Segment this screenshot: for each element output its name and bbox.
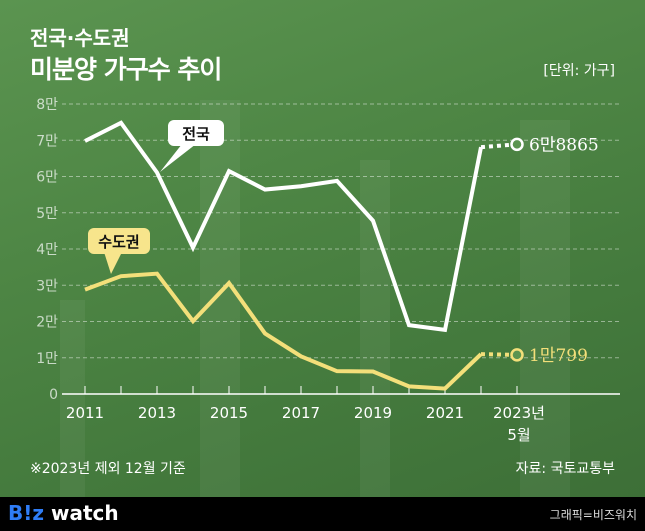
chart-title-line2: 미분양 가구수 추이: [30, 55, 222, 84]
x-tick-label: 2013: [138, 404, 176, 422]
bizwatch-logo: B!z watch: [8, 501, 119, 525]
series-dashed-segment-1: [480, 352, 518, 357]
y-tick-label: 2만: [36, 315, 58, 331]
y-tick-label: 4만: [36, 242, 58, 258]
line-chart: 0 1만 2만 3만 4만 5만 6만 7만 8만 2011 2013 2015 2017 2019 202…: [36, 97, 599, 444]
x-tick-label: 2017: [282, 404, 320, 422]
y-tick-label: 1만: [36, 351, 58, 367]
unit-label: [단위: 가구]: [543, 63, 615, 79]
x-tick-label: 5월: [507, 426, 530, 444]
end-value-label: 1만799: [529, 346, 588, 366]
source-label: 자료: 국토교통부: [515, 461, 615, 477]
y-tick-label: 5만: [36, 206, 58, 222]
footnote: ※2023년 제외 12월 기준: [30, 461, 186, 477]
end-value-label: 6만8865: [529, 135, 599, 155]
series-dashed-segment-0: [480, 142, 518, 150]
x-tick-label: 2019: [354, 404, 392, 422]
x-tick-label: 2023년: [493, 404, 545, 422]
graphic-credit: 그래픽=비즈워치: [549, 508, 637, 522]
capital-callout-label: 수도권: [98, 233, 139, 251]
capital-callout-pointer: [104, 252, 122, 274]
data-point: [510, 348, 524, 362]
x-tick-label: 2015: [210, 404, 248, 422]
x-tick-label: 2011: [66, 404, 104, 422]
data-point: [510, 137, 524, 152]
y-tick-label: 8만: [36, 97, 58, 113]
national-callout-box: [168, 120, 224, 146]
y-tick-label: 3만: [36, 278, 58, 294]
y-tick-label: 6만: [36, 170, 58, 186]
y-tick-label: 7만: [36, 133, 58, 149]
chart-title-line1: 전국·수도권: [30, 26, 130, 50]
national-callout-label: 전국: [182, 125, 210, 143]
capital-callout-box: [88, 228, 150, 254]
series-line-0: [84, 120, 483, 333]
national-callout-pointer: [160, 144, 196, 172]
series-line-1: [84, 271, 483, 391]
footer-bar: B!z watch 그래픽=비즈워치: [0, 497, 645, 531]
x-tick-label: 2021: [426, 404, 464, 422]
y-tick-label: 0: [49, 387, 58, 403]
